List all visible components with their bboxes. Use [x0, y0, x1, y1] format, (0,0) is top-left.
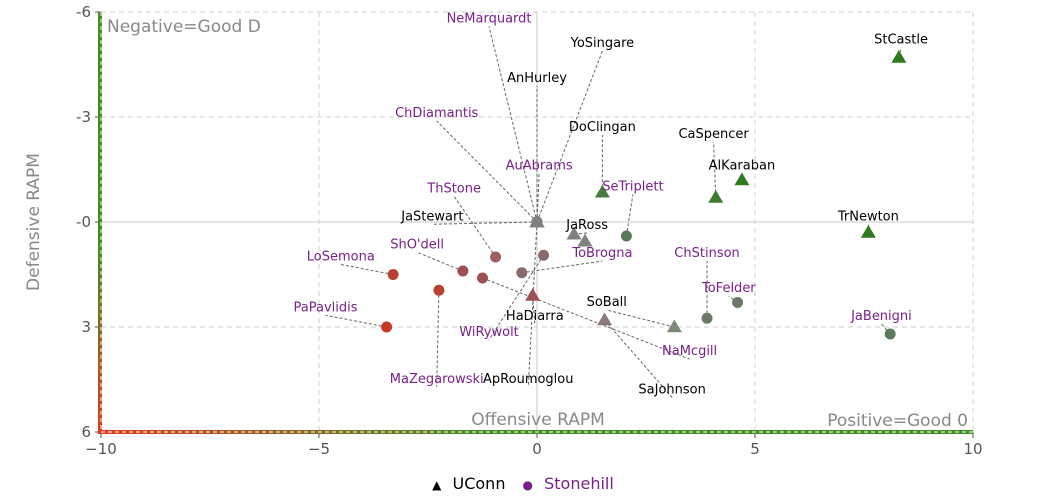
point-label-losemona: LoSemona	[307, 250, 375, 265]
y-tick-label: 6	[81, 423, 91, 441]
leader-line-tobrogna	[521, 260, 603, 274]
corner-label-top-left: Negative=Good D	[107, 17, 261, 37]
leader-line-mazegarowski	[436, 290, 440, 388]
point-label-doclingan: DoClingan	[569, 120, 636, 135]
legend-item-uconn[interactable]: ▲ UConn	[429, 474, 513, 493]
leader-line-soball	[606, 309, 675, 328]
leader-line-sajohnson	[604, 319, 673, 398]
point-label-anhurley: AnHurley	[507, 71, 567, 86]
x-tick-label: 5	[750, 440, 760, 458]
marker-stcastle	[891, 50, 907, 63]
point-label-caspencer: CaSpencer	[678, 127, 749, 142]
marker-layer	[381, 50, 907, 340]
point-label-setriplett: SeTriplett	[602, 180, 663, 195]
axis-layer: −10 −5 0 5 10 -6 -3 -0 3 6	[76, 3, 983, 458]
leader-line-auabrams	[536, 173, 540, 223]
leader-line-shodell	[416, 251, 464, 272]
marker-trnewton	[860, 225, 876, 238]
marker-jaross2	[577, 233, 593, 247]
marker-losemona	[387, 269, 399, 280]
y-tick-label: -0	[76, 213, 91, 231]
leader-line-caspencer	[713, 141, 717, 198]
marker-jabenigni	[884, 328, 896, 340]
marker-soball	[666, 319, 682, 333]
y-axis-title: Defensive RAPM	[24, 153, 44, 291]
point-label-alkaraban: AlKaraban	[709, 159, 776, 174]
corner-label-bottom-right: Positive=Good 0	[827, 411, 968, 431]
point-label-chstinson: ChStinson	[674, 246, 739, 261]
point-label-namcgill: NaMcgill	[662, 344, 717, 359]
y-tick-label: -6	[76, 3, 91, 21]
marker-tobrogna	[516, 267, 528, 279]
marker-chstinson	[701, 312, 713, 324]
marker-papavlidis	[381, 321, 393, 333]
marker-setriplett	[620, 230, 632, 242]
marker-jaross	[566, 226, 582, 240]
point-label-thstone: ThStone	[426, 181, 481, 196]
marker-wirywolt	[538, 249, 550, 261]
leader-line-wirywolt	[488, 254, 544, 341]
point-label-stcastle: StCastle	[874, 33, 928, 48]
marker-doclingan	[594, 184, 610, 198]
marker-hadiarra	[525, 288, 541, 301]
point-label-papavlidis: PaPavlidis	[294, 300, 358, 315]
leader-line-yosingare	[536, 50, 603, 223]
x-tick-label: 10	[963, 440, 982, 458]
leader-line-thstone	[453, 195, 496, 258]
point-label-mazegarowski: MaZegarowski	[390, 372, 484, 387]
circle-icon: ●	[522, 478, 534, 492]
point-label-jaross: JaRoss	[565, 218, 608, 233]
marker-nemarquardt	[531, 216, 543, 228]
scatter-chart: −10 −5 0 5 10 -6 -3 -0 3 6 StCastle TrNewton AlKara…	[24, 3, 983, 458]
leader-line-nemarquardt	[488, 26, 538, 223]
point-label-hadiarra: HaDiarra	[506, 309, 564, 324]
legend: ▲ UConn ● Stonehill	[0, 474, 1046, 493]
left-axis-bar	[98, 12, 102, 434]
point-label-shodell: ShO'dell	[390, 237, 444, 252]
triangle-icon: ▲	[432, 478, 442, 492]
point-label-tofelder: ToFelder	[701, 281, 756, 296]
marker-alkaraban	[734, 172, 750, 186]
point-label-auabrams: AuAbrams	[506, 159, 573, 174]
legend-item-stonehill[interactable]: ● Stonehill	[520, 474, 617, 493]
point-label-wirywolt: WiRywolt	[459, 325, 519, 340]
y-tick-label: -3	[76, 108, 91, 126]
legend-label-uconn: UConn	[452, 474, 506, 493]
x-axis-title: Offensive RAPM	[471, 410, 605, 430]
leader-line-jastewart	[432, 221, 538, 225]
marker-namcgill	[477, 272, 488, 284]
leader-line-papavlidis	[325, 314, 387, 328]
leader-line-chdiamantis	[436, 120, 538, 223]
marker-tofelder	[732, 297, 744, 308]
point-label-trnewton: TrNewton	[837, 209, 899, 224]
marker-shodell	[457, 265, 469, 277]
legend-label-stonehill: Stonehill	[544, 474, 614, 493]
leader-line-namcgill	[482, 277, 690, 360]
y-tick-label: 3	[81, 318, 91, 336]
leader-line-layer	[325, 26, 902, 398]
point-label-tobrogna: ToBrogna	[571, 246, 632, 261]
leader-line-setriplett	[625, 194, 634, 237]
marker-mazegarowski	[433, 284, 445, 296]
point-label-nemarquardt: NeMarquardt	[447, 12, 532, 27]
leader-line-aproumoglou	[527, 221, 538, 388]
marker-caspencer	[708, 190, 724, 203]
point-label-aproumoglou: ApRoumoglou	[483, 372, 573, 387]
point-label-chdiamantis: ChDiamantis	[395, 106, 478, 121]
leader-line-losemona	[340, 264, 394, 275]
point-label-layer: StCastle TrNewton AlKaraban CaSpencer DoClin…	[294, 12, 928, 398]
x-tick-label: 0	[532, 440, 542, 458]
point-label-sajohnson: SaJohnson	[638, 383, 705, 398]
point-label-yosingare: YoSingare	[570, 36, 635, 51]
point-label-soball: SoBall	[587, 295, 627, 310]
x-tick-label: −10	[85, 440, 117, 458]
marker-thstone	[490, 251, 502, 263]
x-tick-label: −5	[308, 440, 330, 458]
point-label-jabenigni: JaBenigni	[850, 309, 912, 324]
point-label-jastewart: JaStewart	[400, 209, 463, 224]
marker-sajohnson	[597, 312, 613, 326]
